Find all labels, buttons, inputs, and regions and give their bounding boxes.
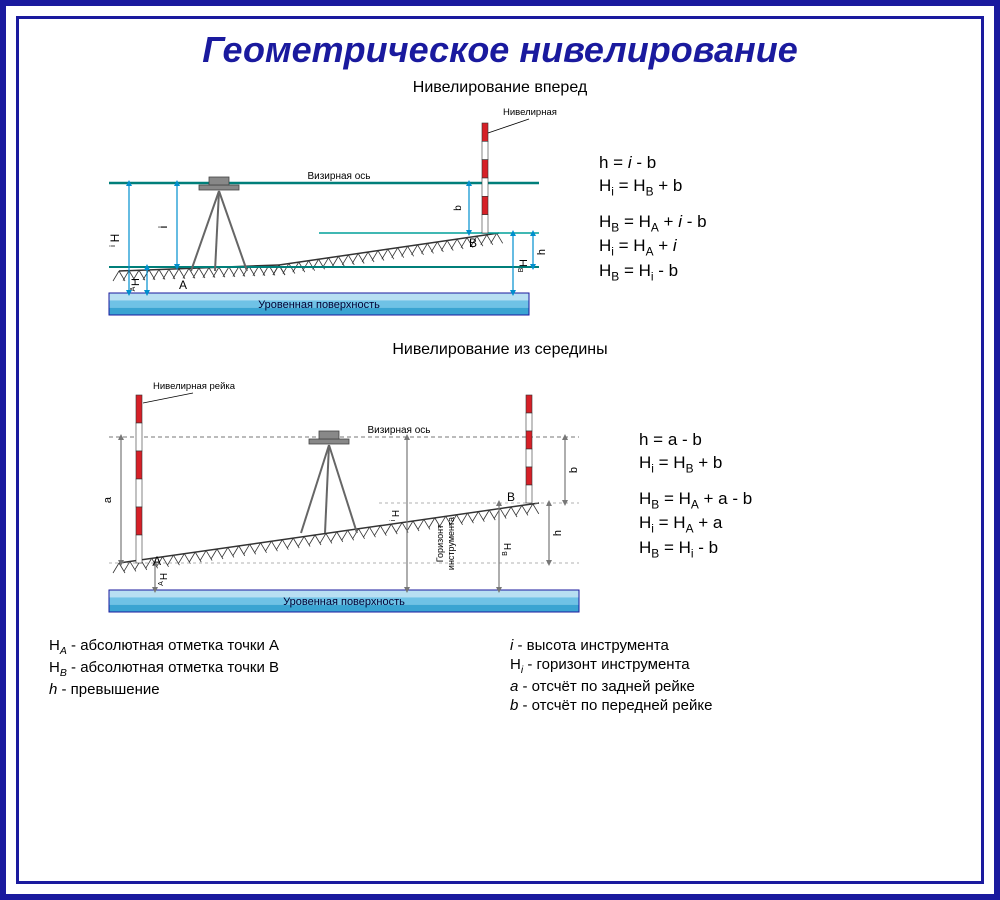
svg-text:b: b — [568, 467, 580, 473]
svg-text:H: H — [108, 234, 122, 243]
svg-text:i: i — [156, 226, 170, 229]
section2-subtitle: Нивелирование из середины — [39, 341, 961, 359]
svg-text:H: H — [391, 510, 402, 517]
legend-left: HA - абсолютная отметка точки АHB - абсо… — [39, 635, 500, 716]
svg-text:B: B — [518, 267, 525, 272]
svg-text:Горизонт: Горизонт — [435, 525, 445, 562]
svg-text:Визирная ось: Визирная ось — [307, 171, 370, 182]
diagram-forward-leveling: Уровенная поверхность Визирная ось Нивелир… — [39, 103, 559, 333]
main-title: Геометрическое нивелирование — [39, 29, 961, 71]
svg-text:a: a — [102, 496, 114, 503]
svg-text:A: A — [179, 278, 187, 292]
svg-text:A: A — [158, 581, 165, 586]
diagram-middle-leveling: Уровенная поверхность Визирная ось Нивелир… — [39, 365, 599, 625]
legend-right: i - высота инструментаHi - горизонт инст… — [500, 635, 961, 716]
svg-text:H: H — [503, 543, 514, 550]
svg-text:Уровенная поверхность: Уровенная поверхность — [283, 596, 405, 608]
legend: HA - абсолютная отметка точки АHB - абсо… — [39, 635, 961, 716]
svg-text:Нивелирная рейка: Нивелирная рейка — [503, 107, 559, 118]
svg-text:i: i — [108, 245, 117, 247]
svg-text:A: A — [130, 286, 137, 291]
formulas-section1: h = i - bHi = HB + bHB = HA + i - bHi = … — [559, 152, 961, 285]
svg-text:B: B — [469, 236, 477, 250]
svg-text:B: B — [502, 551, 509, 556]
svg-text:i: i — [390, 519, 397, 521]
svg-text:B: B — [507, 490, 515, 504]
svg-text:b: b — [453, 205, 464, 211]
svg-text:H: H — [130, 278, 142, 286]
svg-text:Нивелирная рейка: Нивелирная рейка — [153, 381, 236, 392]
svg-text:Уровенная поверхность: Уровенная поверхность — [258, 299, 380, 311]
svg-text:H: H — [159, 573, 170, 580]
formulas-section2: h = a - bHi = HB + bHB = HA + a - bHi = … — [599, 429, 961, 562]
svg-text:A: A — [153, 554, 161, 568]
svg-text:H: H — [518, 259, 530, 267]
svg-text:h: h — [536, 249, 548, 255]
section1-subtitle: Нивелирование вперед — [39, 79, 961, 97]
svg-text:инструмента: инструмента — [446, 517, 456, 570]
svg-text:h: h — [552, 530, 564, 536]
svg-text:Визирная ось: Визирная ось — [367, 425, 430, 436]
